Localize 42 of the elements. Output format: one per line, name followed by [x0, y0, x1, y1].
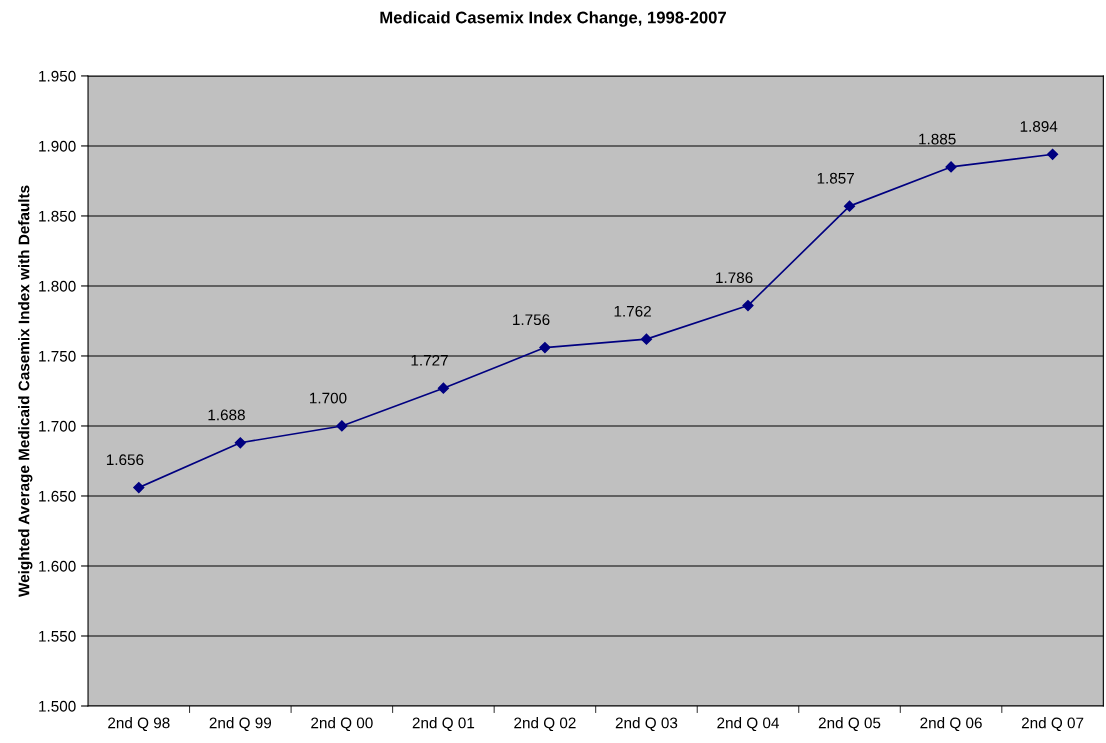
data-label: 1.727 — [411, 354, 448, 366]
y-tick-label: 1.550 — [39, 630, 76, 642]
x-tick-label: 2nd Q 07 — [1021, 717, 1084, 732]
point — [945, 161, 957, 173]
x-tick-label: 2nd Q 00 — [311, 717, 373, 732]
x-tick-label: 2nd Q 02 — [514, 717, 576, 732]
y-axis-title: Weighted Average Medicaid Casemix Index with Defaults — [18, 185, 33, 597]
chart-title: Medicaid Casemix Index Change, 1998-2007 — [380, 11, 726, 27]
x-tick-label: 2nd Q 05 — [818, 717, 881, 732]
point — [640, 333, 653, 345]
y-tick-label: 1.800 — [39, 280, 76, 292]
point — [336, 420, 348, 432]
data-label: 1.894 — [1020, 121, 1058, 132]
data-label: 1.688 — [208, 409, 245, 421]
x-tick-label: 2nd Q 98 — [108, 717, 170, 732]
y-tick-label: 1.750 — [39, 350, 76, 362]
x-tick-label: 2nd Q 01 — [412, 717, 475, 732]
point — [234, 437, 246, 449]
data-label: 1.756 — [513, 314, 550, 326]
x-tick-label: 2nd Q 03 — [615, 717, 678, 732]
point — [742, 299, 754, 312]
y-tick-label: 1.950 — [39, 70, 76, 82]
x-tick-label: 2nd Q 99 — [209, 717, 272, 732]
x-tick-label: 2nd Q 04 — [717, 717, 779, 732]
y-tick-label: 1.650 — [39, 490, 76, 502]
y-tick-label: 1.850 — [39, 210, 76, 222]
data-label: 1.786 — [716, 272, 753, 284]
point — [133, 481, 145, 494]
point — [437, 382, 450, 394]
y-tick-label: 1.600 — [39, 560, 76, 572]
x-tick-label: 2nd Q 06 — [920, 717, 982, 732]
point — [539, 341, 551, 354]
y-tick-label: 1.500 — [39, 700, 76, 712]
data-label: 1.700 — [310, 392, 347, 404]
y-tick-label: 1.900 — [39, 140, 76, 152]
data-label: 1.885 — [919, 133, 956, 145]
point — [843, 200, 856, 212]
data-label: 1.762 — [614, 305, 651, 317]
data-label: 1.656 — [106, 454, 144, 466]
y-tick-label: 1.700 — [39, 420, 76, 432]
point — [1046, 148, 1059, 160]
data-label: 1.857 — [817, 172, 854, 184]
